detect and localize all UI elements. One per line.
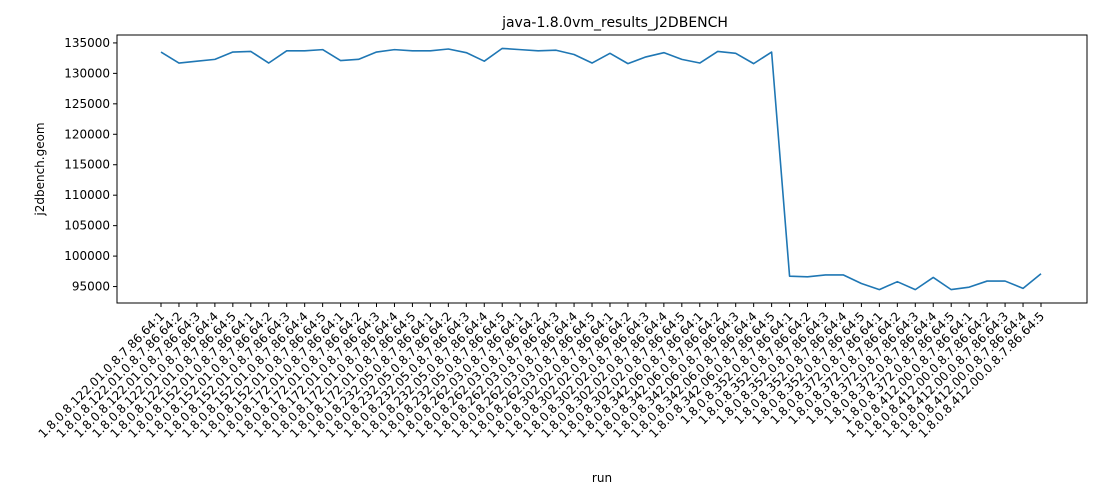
y-tick-label: 100000 bbox=[64, 249, 110, 263]
plot-frame bbox=[116, 34, 1088, 304]
y-tick-label: 135000 bbox=[64, 36, 110, 50]
y-tick-label: 120000 bbox=[64, 127, 110, 141]
y-axis: 95000 100000 105000 110000 115000 120000 12500… bbox=[64, 36, 117, 294]
x-axis-label: run bbox=[592, 471, 612, 485]
y-tick-label: 115000 bbox=[64, 158, 110, 172]
y-axis-label: j2dbench.geom bbox=[33, 122, 47, 216]
y-tick-label: 125000 bbox=[64, 97, 110, 111]
x-axis: 1.8.0.8.122.01.0.8.7.86.64:11.8.0.8.122.… bbox=[36, 303, 1047, 441]
series-line bbox=[160, 47, 1042, 291]
y-tick-label: 110000 bbox=[64, 188, 110, 202]
y-tick-label: 130000 bbox=[64, 66, 110, 80]
chart-title: java-1.8.0vm_results_J2DBENCH bbox=[501, 15, 728, 31]
y-tick-label: 95000 bbox=[72, 280, 110, 294]
y-tick-label: 105000 bbox=[64, 219, 110, 233]
